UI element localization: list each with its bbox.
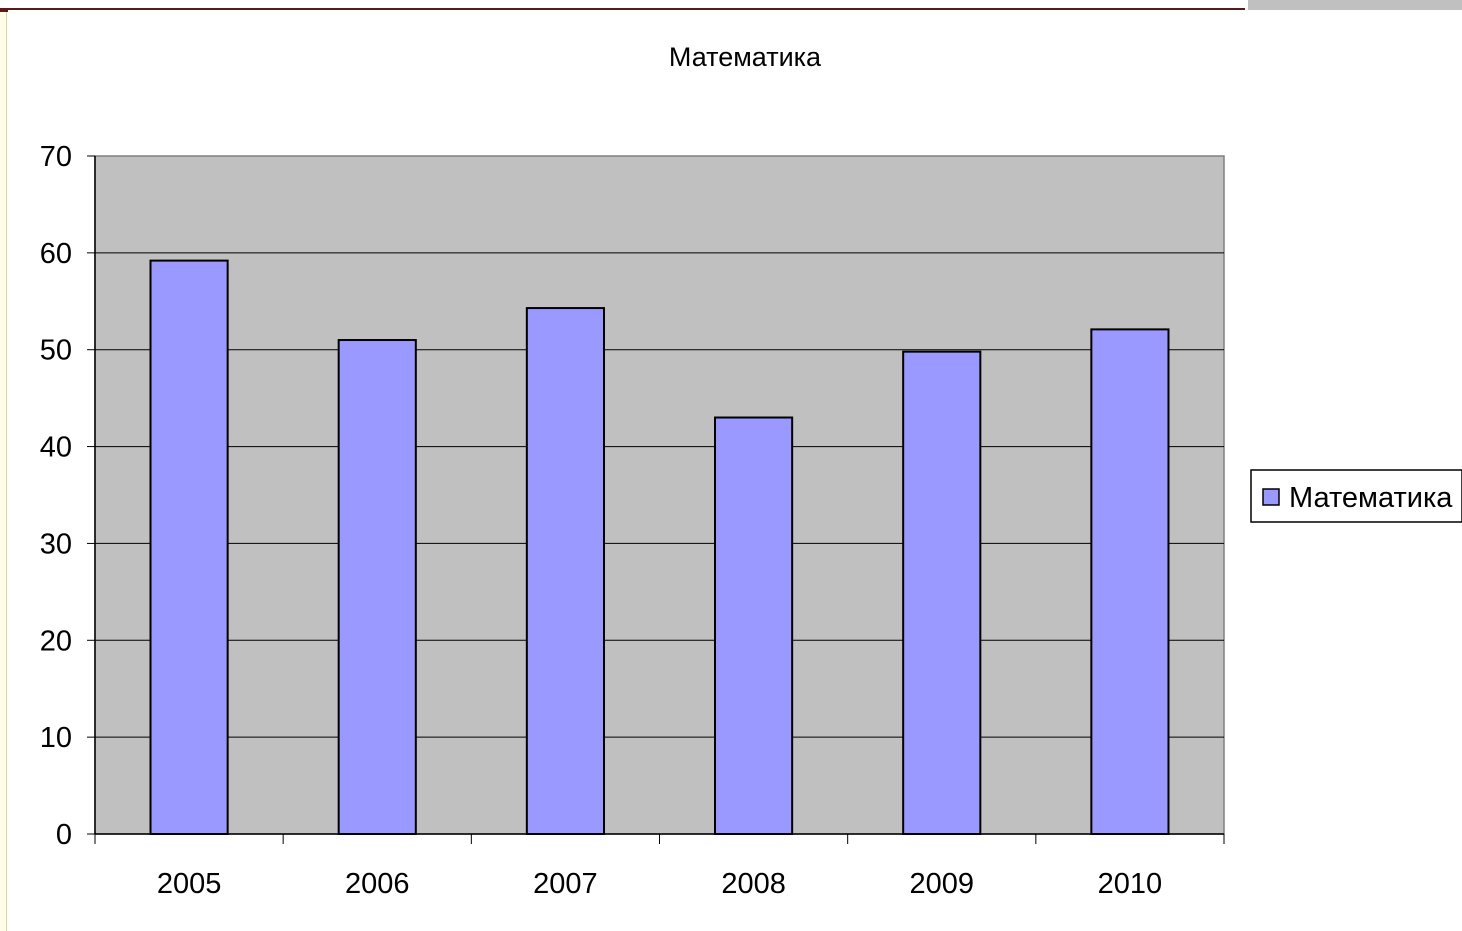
bar-2010 bbox=[1090, 328, 1170, 835]
bar-2006 bbox=[337, 339, 417, 835]
window-gray-strip bbox=[1248, 0, 1462, 10]
y-tick-label: 70 bbox=[40, 141, 72, 173]
x-tick-label: 2008 bbox=[721, 868, 786, 900]
slide-left-border bbox=[0, 8, 7, 931]
x-tick-label: 2009 bbox=[909, 868, 974, 900]
x-tick-label: 2005 bbox=[157, 868, 222, 900]
y-tick-label: 40 bbox=[40, 432, 72, 464]
plot-background bbox=[94, 155, 1225, 835]
legend: Математика bbox=[1250, 469, 1462, 523]
slide-corner-mark bbox=[0, 8, 8, 12]
y-tick-label: 0 bbox=[56, 819, 72, 851]
x-tick-label: 2007 bbox=[533, 868, 598, 900]
legend-box bbox=[1250, 469, 1462, 523]
bar-2009 bbox=[902, 350, 982, 835]
x-tick-label: 2006 bbox=[345, 868, 410, 900]
legend-label: Математика bbox=[1289, 482, 1453, 514]
chart-title: Математика bbox=[669, 42, 822, 72]
y-tick-label: 10 bbox=[40, 722, 72, 754]
bar-2007 bbox=[525, 307, 605, 835]
y-tick-label: 30 bbox=[40, 528, 72, 560]
x-tick-label: 2010 bbox=[1098, 868, 1163, 900]
bar-2008 bbox=[714, 416, 794, 835]
slide-top-border bbox=[0, 8, 1245, 10]
plot-area: 0 10 20 30 40 50 60 70 2005 2006 2007 2008 2009 2010 bbox=[40, 141, 1225, 900]
bar-2005 bbox=[149, 259, 229, 835]
y-tick-label: 50 bbox=[40, 335, 72, 367]
y-tick-label: 60 bbox=[40, 238, 72, 270]
legend-swatch bbox=[1262, 488, 1280, 506]
y-tick-label: 20 bbox=[40, 625, 72, 657]
